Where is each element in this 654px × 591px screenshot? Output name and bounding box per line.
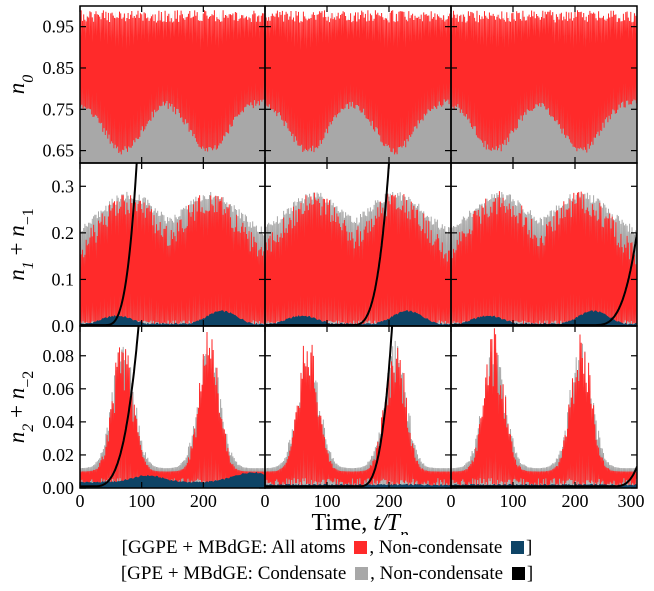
series-ggpe-noncondensate-area (265, 310, 451, 326)
y-tick-label: 0.75 (43, 99, 75, 119)
legend-2-suffix: ] (526, 563, 534, 584)
series-gpe-noncondensate-line (451, 466, 637, 488)
series-condensate-line (451, 191, 637, 325)
legend-swatch-ggpe-noncondensate (511, 541, 525, 554)
x-tick-label: 100 (128, 491, 155, 511)
y-tick-label: 0.3 (52, 176, 75, 196)
panel-r2-c2 (265, 163, 451, 326)
y-axis-label-row-2: n1 + n−1 (4, 208, 37, 281)
panel-r3-c1 (80, 326, 265, 488)
series-gpe-noncondensate-line (80, 163, 138, 326)
legend-1-prefix: [GGPE + MBdGE: All atoms (121, 537, 351, 558)
y-tick-label: 0.65 (43, 141, 75, 161)
panel-r3-c3 (451, 328, 637, 488)
series-all-atoms-line (80, 195, 265, 326)
legend-swatch-all-atoms (354, 541, 368, 554)
series-all-atoms-line (265, 10, 451, 155)
x-tick-label: 200 (562, 491, 589, 511)
x-tick-label: 200 (376, 491, 403, 511)
x-axis-label: Time, t/Tp (312, 510, 409, 535)
series-all-atoms-line (80, 10, 265, 155)
legend-line-1: [GGPE + MBdGE: All atoms , Non-condensat… (0, 537, 654, 559)
panel-frame (450, 325, 638, 489)
series-all-atoms-line (265, 192, 451, 326)
panel-r1-c3 (451, 10, 637, 163)
panel-r2-c1 (80, 163, 265, 326)
series-ggpe-noncondensate-area (451, 310, 637, 326)
series-gpe-noncondensate-line (265, 163, 390, 326)
panel-r2-c3 (451, 191, 637, 326)
y-tick-label: 0.95 (43, 17, 75, 37)
x-tick-label: 200 (190, 491, 217, 511)
series-all-atoms-line (451, 191, 637, 326)
y-tick-label: 0.85 (43, 58, 75, 78)
series-condensate-line (80, 191, 265, 325)
y-tick-label: 0.02 (43, 445, 75, 465)
y-tick-label: 0.0 (52, 316, 75, 336)
y-tick-label: 0.2 (52, 223, 75, 243)
legend-line-2: [GPE + MBdGE: Condensate , Non-condensat… (0, 563, 654, 585)
series-all-atoms-line (451, 10, 637, 153)
series-ggpe-noncondensate-area (80, 310, 265, 326)
y-tick-label: 0.00 (43, 478, 75, 498)
y-tick-label: 0.06 (43, 379, 75, 399)
x-tick-label: 300 (618, 491, 645, 511)
series-gpe-noncondensate-line (265, 326, 394, 488)
series-condensate-line (265, 191, 451, 325)
x-tick-label: 0 (261, 491, 270, 511)
plot-panels (80, 10, 637, 488)
panel-r1-c2 (265, 10, 451, 163)
panel-r1-c1 (80, 10, 265, 163)
series-gpe-noncondensate-line (451, 232, 637, 326)
y-tick-label: 0.04 (43, 412, 75, 432)
series-ggpe-noncondensate-area (80, 471, 265, 488)
x-tick-label: 100 (500, 491, 527, 511)
series-condensate-line (80, 345, 265, 487)
legend-1-suffix: ] (526, 537, 533, 558)
y-axis-label-row-1: n0 (4, 75, 37, 95)
series-gpe-noncondensate-line (80, 326, 140, 488)
legend-swatch-condensate (355, 567, 369, 580)
legend-2-mid: , Non-condensate (370, 563, 508, 584)
axes-layer: 0.65 0.75 0.85 0.95 n0 0.0 0.1 0.2 0.3 n1 + n−1 0.… (4, 5, 645, 535)
figure-canvas: 0.65 0.75 0.85 0.95 n0 0.0 0.1 0.2 0.3 n1 + n−1 0.… (4, 5, 645, 535)
legend-2-prefix: [GPE + MBdGE: Condensate (120, 563, 352, 584)
series-all-atoms-line (80, 331, 265, 488)
series-all-atoms-line (265, 344, 451, 488)
legend-swatch-gpe-noncondensate (511, 567, 525, 580)
y-axis-label-row-3: n2 + n−2 (4, 371, 37, 444)
panel-r3-c2 (265, 326, 451, 488)
x-tick-label: 100 (314, 491, 341, 511)
y-tick-label: 0.08 (43, 346, 75, 366)
y-tick-label: 0.1 (52, 269, 75, 289)
x-tick-label: 0 (447, 491, 456, 511)
series-all-atoms-line (451, 328, 637, 488)
legend-1-mid: , Non-condensate (369, 537, 508, 558)
x-tick-label: 0 (76, 491, 85, 511)
